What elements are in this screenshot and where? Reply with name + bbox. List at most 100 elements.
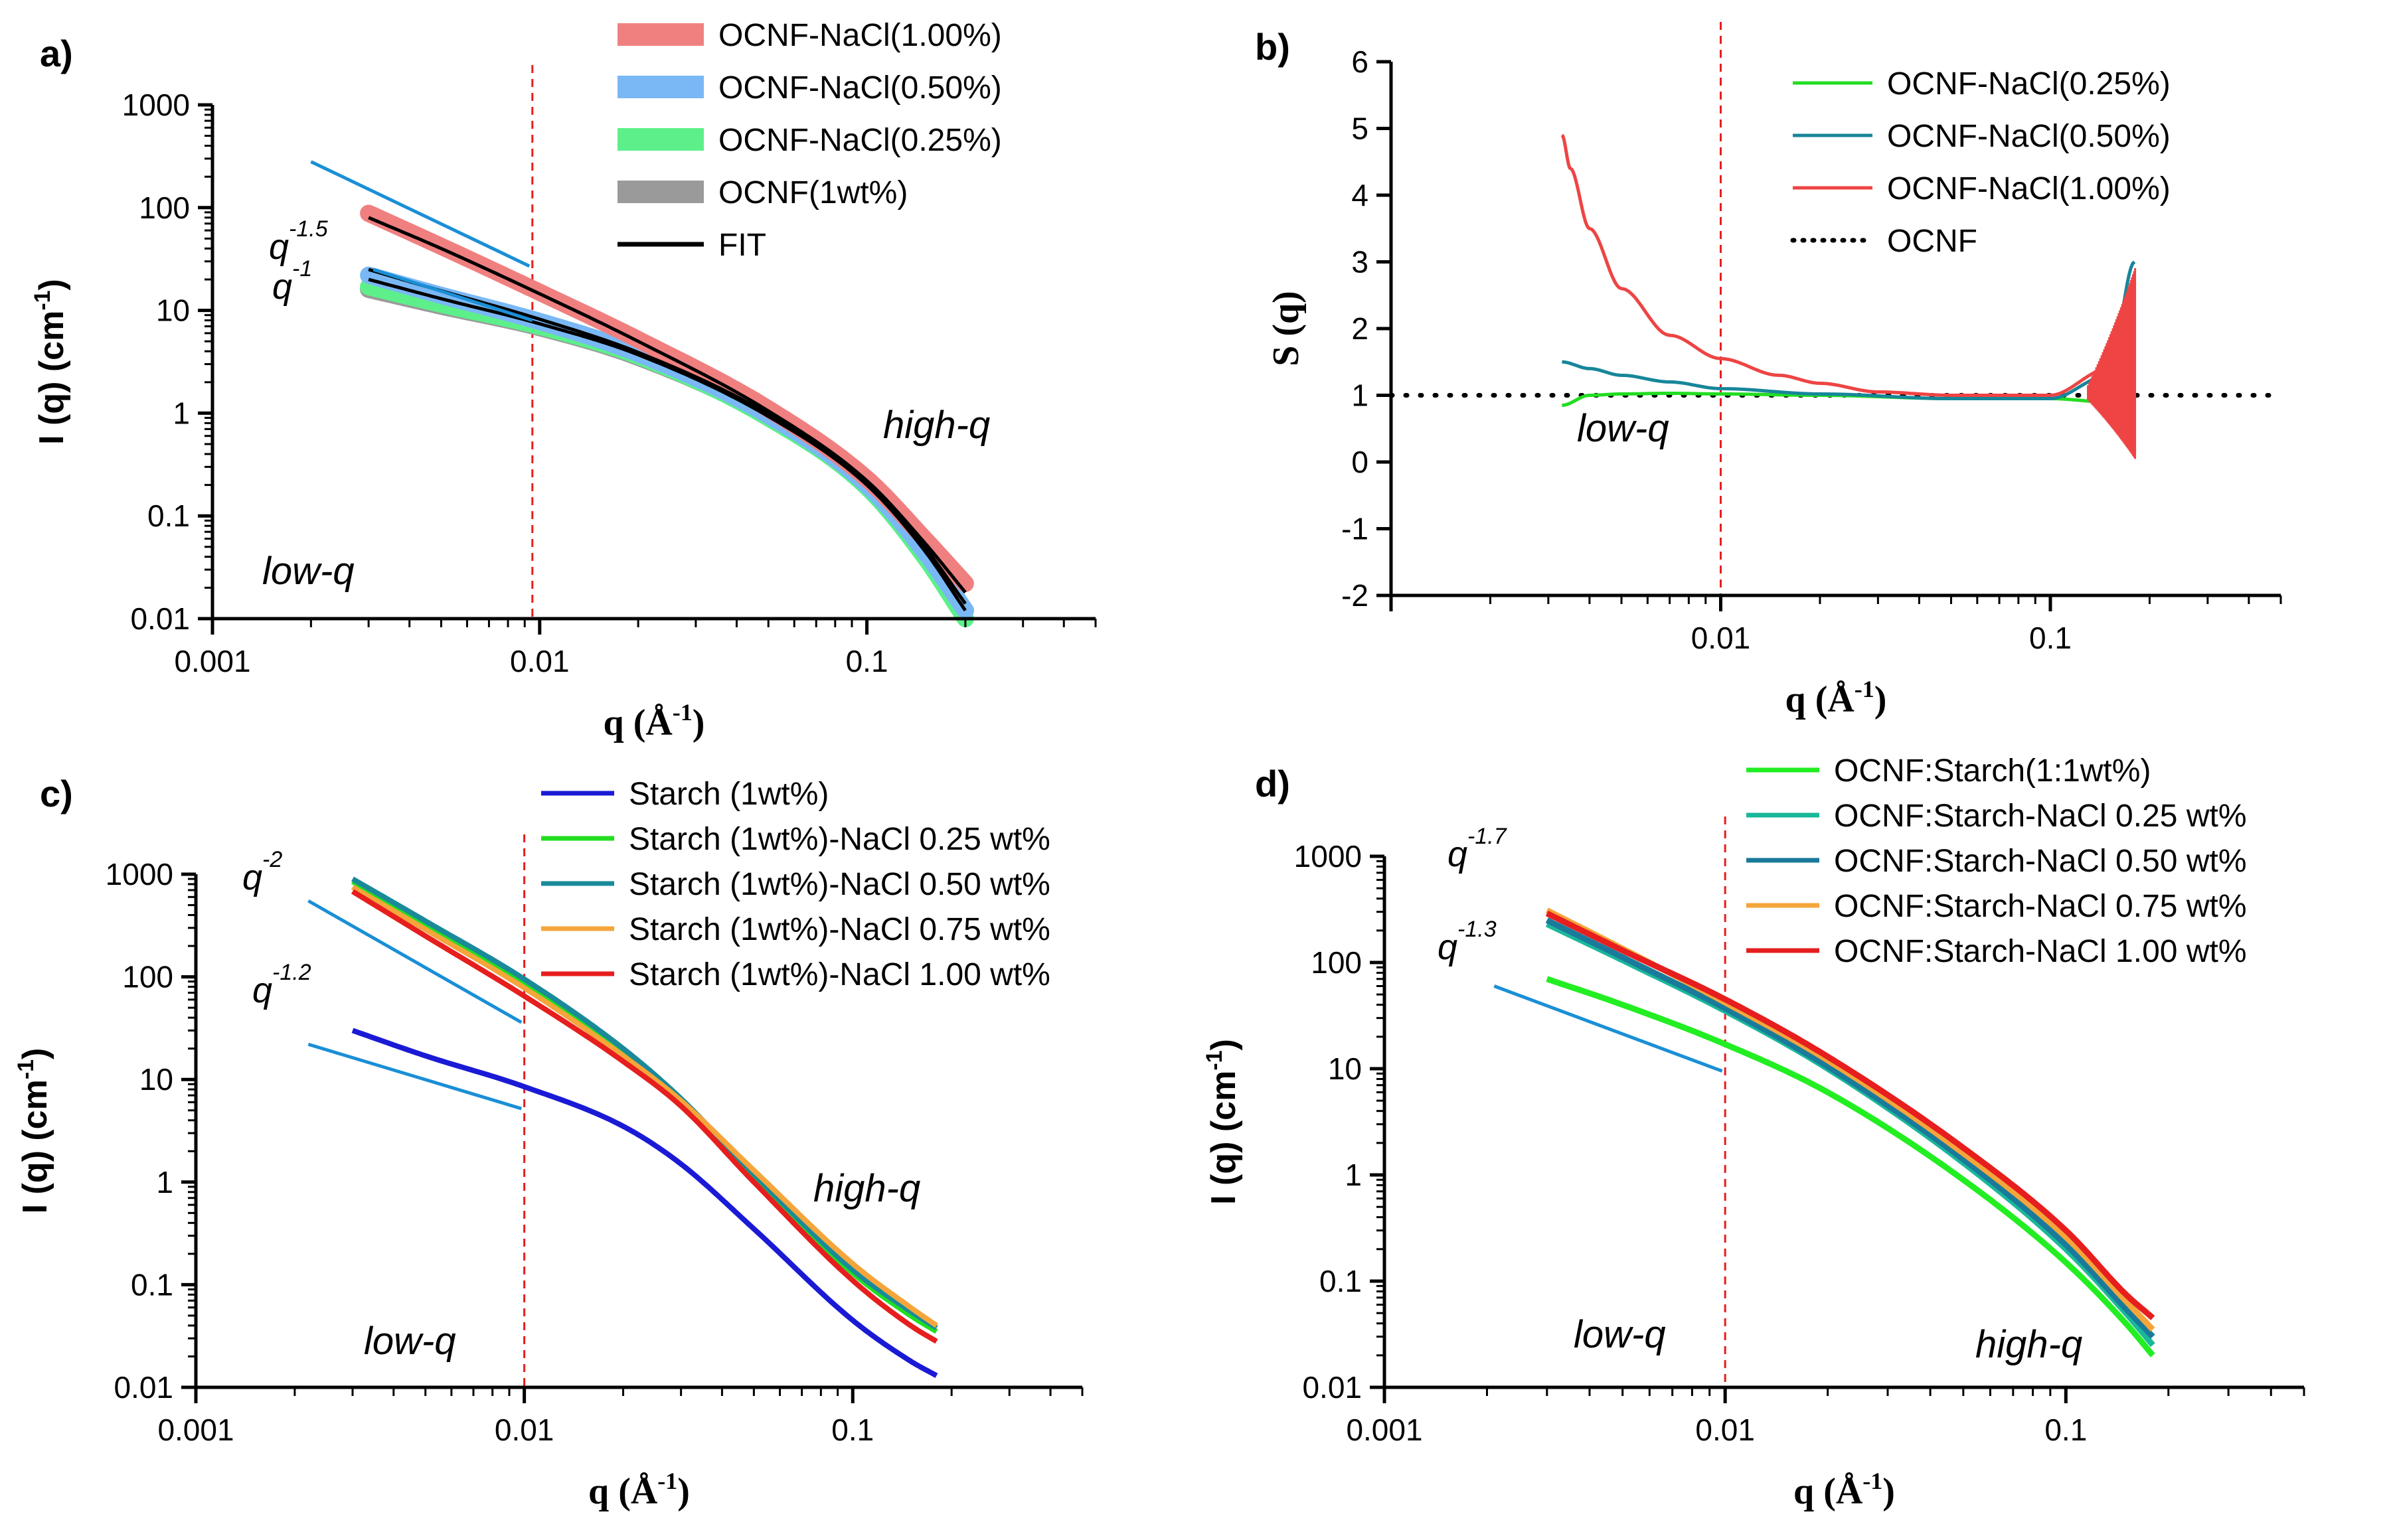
legend-label: Starch (1wt%)-NaCl 1.00 wt% xyxy=(629,957,1050,992)
y-tick-label: 100 xyxy=(139,191,190,225)
series-curve xyxy=(1546,976,2155,1357)
power-law-label: q-1.2 xyxy=(252,960,311,1010)
legend-label: OCNF:Starch-NaCl 0.50 wt% xyxy=(1834,844,2247,879)
legend-label: OCNF-NaCl(0.50%) xyxy=(718,70,1002,106)
x-tick-label: 0.001 xyxy=(157,1413,234,1447)
x-tick-label: 0.001 xyxy=(174,644,250,678)
legend-label: Starch (1wt%)-NaCl 0.25 wt% xyxy=(629,822,1050,857)
legend-swatch xyxy=(618,128,704,151)
y-tick-label: -2 xyxy=(1341,578,1368,613)
legend-label: OCNF-NaCl(1.00%) xyxy=(718,18,1002,53)
legend-label: Starch (1wt%) xyxy=(629,777,829,812)
legend-label: Starch (1wt%)-NaCl 0.75 wt% xyxy=(629,912,1050,947)
x-axis-label: q (Å-1) xyxy=(588,1468,690,1512)
power-law-line xyxy=(372,268,533,322)
panel-d: d) 0.01 0.1 1 10 100 1000 0.001 0.01 0.1 q (Å-1) I … xyxy=(1202,753,2305,1512)
series-curve xyxy=(1545,917,2155,1339)
y-tick-label: 100 xyxy=(1311,945,1362,980)
power-law-line xyxy=(307,1042,523,1111)
data-band xyxy=(360,277,974,627)
y-tick-label: 1000 xyxy=(106,857,173,891)
y-tick-label: 1000 xyxy=(1294,839,1362,874)
y-tick-label: 0 xyxy=(1351,445,1368,479)
y-tick-label: 10 xyxy=(156,293,190,328)
legend-label: FIT xyxy=(718,228,766,263)
power-law-label: q-2 xyxy=(242,847,282,897)
y-tick-label: 100 xyxy=(122,960,173,994)
fit-curve xyxy=(368,216,967,594)
legend-label: OCNF-NaCl(0.25%) xyxy=(718,123,1002,158)
fit-curve xyxy=(368,268,967,605)
y-axis-label: I (q) (cm-1) xyxy=(30,279,71,445)
x-tick-label: 0.1 xyxy=(2029,621,2072,655)
data-band xyxy=(360,204,974,592)
legend-label: OCNF-NaCl(0.50%) xyxy=(1887,119,2171,154)
y-tick-label: 6 xyxy=(1351,44,1368,79)
x-tick-label: 0.01 xyxy=(1691,621,1751,655)
x-tick-label: 0.001 xyxy=(1346,1413,1422,1447)
low-q-annotation: low-q xyxy=(1574,1313,1666,1356)
panel-tag: d) xyxy=(1255,763,1290,805)
power-law-line xyxy=(1493,984,1723,1073)
y-tick-label: 3 xyxy=(1351,245,1368,279)
series-curve xyxy=(351,889,938,1344)
y-axis-label: S (q) xyxy=(1266,291,1307,366)
sq-curve xyxy=(1562,260,2136,400)
data-band xyxy=(360,281,974,619)
y-tick-label: 0.01 xyxy=(1302,1370,1362,1405)
legend-label: OCNF-NaCl(0.25%) xyxy=(1887,66,2171,102)
y-tick-label: -1 xyxy=(1341,512,1368,546)
panel-b: b) -2 -1 0 1 2 3 4 5 6 0.01 0.1 q (Å-1) S (q) low-q OCN… xyxy=(1255,22,2283,720)
legend-label: OCNF:Starch-NaCl 1.00 wt% xyxy=(1834,934,2247,969)
legend-swatch xyxy=(618,23,704,46)
y-tick-label: 0.1 xyxy=(131,1267,173,1302)
y-tick-label: 1 xyxy=(173,396,190,430)
fit-curve xyxy=(368,277,967,612)
y-tick-label: 10 xyxy=(139,1062,173,1097)
y-tick-label: 1 xyxy=(1351,378,1368,413)
x-axis-label: q (Å-1) xyxy=(1793,1468,1895,1512)
legend-label: OCNF xyxy=(1887,224,1977,259)
legend-label: OCNF:Starch(1:1wt%) xyxy=(1834,753,2151,789)
power-law-label: q-1.5 xyxy=(269,216,328,267)
power-law-label: q-1.3 xyxy=(1438,917,1497,967)
x-tick-label: 0.01 xyxy=(495,1413,554,1447)
series-curve xyxy=(1545,907,2155,1332)
panel-tag: a) xyxy=(40,33,73,74)
panel-a: a) 0.01 0.1 1 10 100 1000 0.001 0.01 0.1 q (Å-1) I … xyxy=(30,18,1097,743)
power-law-label: q-1.7 xyxy=(1447,824,1507,874)
power-law-line xyxy=(310,160,531,268)
series-curve xyxy=(1545,921,2155,1348)
y-tick-label: 10 xyxy=(1328,1051,1362,1086)
x-axis-label: q (Å-1) xyxy=(1785,676,1887,720)
x-tick-label: 0.01 xyxy=(1695,1413,1755,1447)
y-tick-label: 5 xyxy=(1351,112,1368,146)
y-tick-label: 0.1 xyxy=(147,499,190,533)
noisy-tail xyxy=(2087,268,2137,459)
panel-c: c) 0.01 0.1 1 10 100 1000 0.001 0.01 0.1 q (Å-1) I … xyxy=(13,773,1084,1512)
x-tick-label: 0.1 xyxy=(831,1413,874,1447)
y-tick-label: 4 xyxy=(1351,178,1368,212)
legend-label: Starch (1wt%)-NaCl 0.50 wt% xyxy=(629,867,1050,902)
series-curve xyxy=(351,884,938,1328)
y-tick-label: 0.01 xyxy=(130,601,190,636)
data-band xyxy=(360,266,974,619)
series-curve xyxy=(351,1028,938,1378)
y-tick-label: 0.1 xyxy=(1319,1264,1362,1298)
power-law-label: q-1 xyxy=(272,256,312,307)
panel-tag: b) xyxy=(1255,26,1290,68)
high-q-annotation: high-q xyxy=(883,404,990,447)
high-q-annotation: high-q xyxy=(813,1167,920,1210)
x-tick-label: 0.1 xyxy=(2044,1413,2087,1447)
x-tick-label: 0.1 xyxy=(846,644,888,678)
power-law-line xyxy=(307,899,523,1024)
y-axis-label: I (q) (cm-1) xyxy=(1202,1039,1243,1205)
low-q-annotation: low-q xyxy=(364,1320,456,1363)
legend-swatch xyxy=(618,76,704,98)
series-curve xyxy=(1545,910,2155,1320)
sq-curve xyxy=(1560,133,2136,397)
legend-label: OCNF(1wt%) xyxy=(718,175,908,210)
legend-label: OCNF-NaCl(1.00%) xyxy=(1887,171,2171,206)
panel-tag: c) xyxy=(40,773,73,814)
